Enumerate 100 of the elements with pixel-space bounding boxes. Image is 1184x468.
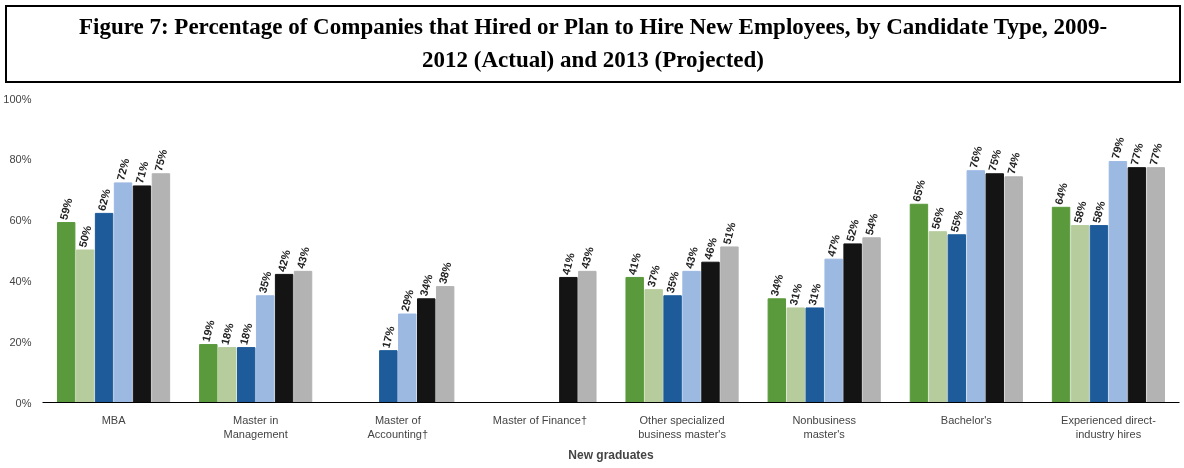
data-label: 42% <box>275 248 293 273</box>
data-label: 72% <box>114 156 132 182</box>
data-label: 76% <box>966 144 985 170</box>
data-label: 18% <box>237 321 255 347</box>
x-tick-label: Master of Accounting† <box>367 413 429 440</box>
data-label: 64% <box>1052 181 1070 206</box>
data-label: 46% <box>701 236 719 261</box>
data-label: 65% <box>910 178 928 203</box>
bar <box>1070 225 1090 403</box>
data-label: 56% <box>929 205 947 231</box>
y-tick-label: 20% <box>9 335 32 348</box>
bar <box>824 258 843 403</box>
data-label: 55% <box>948 208 966 234</box>
x-tick-label: Master of Finance† <box>492 413 588 426</box>
bar <box>274 273 294 403</box>
x-tick-label: Bachelor's <box>940 413 993 426</box>
data-label: 41% <box>625 251 643 276</box>
data-label: 58% <box>1071 199 1089 225</box>
x-tick-label: Nonbusiness master's <box>792 413 857 440</box>
bar <box>947 234 967 403</box>
bar <box>559 276 578 403</box>
data-label: 50% <box>76 223 94 249</box>
bar <box>1127 167 1147 403</box>
y-tick-label: 80% <box>9 152 32 165</box>
data-label: 31% <box>805 281 824 307</box>
bar <box>255 295 275 403</box>
x-tick-label: MBA <box>101 413 127 426</box>
data-label: 35% <box>663 269 681 295</box>
data-label: 35% <box>256 269 274 295</box>
bar <box>398 313 417 403</box>
bar <box>720 246 739 403</box>
bar <box>966 170 985 403</box>
bar <box>379 350 398 403</box>
bar <box>199 344 218 403</box>
data-label: 17% <box>379 324 397 350</box>
x-axis-title: New graduates <box>568 447 655 462</box>
data-label: 51% <box>720 220 738 246</box>
bar <box>767 298 787 403</box>
data-label: 77% <box>1147 141 1165 167</box>
bar <box>644 289 663 403</box>
bar <box>218 347 237 403</box>
data-label: 38% <box>436 260 454 286</box>
bar <box>786 307 805 403</box>
y-tick-label: 100% <box>3 92 32 105</box>
data-label: 77% <box>1128 141 1146 167</box>
bar <box>928 231 948 403</box>
bar <box>843 243 862 403</box>
bar <box>94 212 114 403</box>
chart-title: Figure 7: Percentage of Companies that Hired or Plan to Hire New Employees, by Candidate Type, 2009-2012 (Actual) and 2013 (Projected) <box>77 13 1109 74</box>
data-label: 41% <box>559 251 577 276</box>
bar <box>56 222 76 403</box>
data-label: 47% <box>824 233 842 258</box>
y-tick-label: 0% <box>15 396 32 409</box>
data-label: 37% <box>644 263 662 289</box>
data-label: 18% <box>218 321 236 347</box>
bar <box>237 347 256 403</box>
data-label: 62% <box>95 187 113 212</box>
data-label: 75% <box>985 147 1004 173</box>
x-tick-label: Experienced direct- industry hires <box>1061 413 1157 440</box>
y-tick-label: 60% <box>9 213 32 226</box>
bar <box>151 173 171 403</box>
bar <box>701 261 720 403</box>
bar <box>663 295 682 403</box>
bar <box>909 203 929 403</box>
data-label: 58% <box>1090 199 1108 225</box>
data-label: 75% <box>152 147 170 173</box>
data-label: 43% <box>682 245 700 270</box>
bar <box>1004 176 1023 403</box>
data-label: 79% <box>1109 135 1127 161</box>
data-label: 29% <box>398 288 416 313</box>
data-label: 52% <box>843 217 861 243</box>
bar <box>1051 206 1071 403</box>
x-tick-label: Other specialized business master's <box>638 413 727 440</box>
data-label: 19% <box>199 318 217 344</box>
bar <box>132 185 152 403</box>
bar <box>578 270 597 403</box>
data-label: 74% <box>1004 150 1022 176</box>
bar <box>417 298 436 403</box>
bar <box>435 286 455 403</box>
bar <box>625 276 644 403</box>
data-label: 34% <box>417 272 435 298</box>
bar <box>862 237 881 403</box>
data-label: 54% <box>862 211 880 237</box>
bar <box>985 173 1004 403</box>
bar <box>1089 225 1109 403</box>
bar <box>75 249 95 403</box>
bar <box>805 307 824 403</box>
x-tick-label: Master in Management <box>223 413 288 440</box>
data-label: 59% <box>57 196 75 222</box>
bar <box>1146 167 1166 403</box>
bar <box>682 270 701 403</box>
bar <box>113 182 133 403</box>
bar <box>1108 161 1128 403</box>
data-label: 31% <box>786 281 805 307</box>
data-label: 34% <box>768 272 786 298</box>
data-label: 43% <box>578 245 596 270</box>
data-label: 43% <box>294 245 312 270</box>
bar <box>293 270 313 403</box>
y-tick-label: 40% <box>9 274 32 287</box>
data-label: 71% <box>133 159 151 185</box>
